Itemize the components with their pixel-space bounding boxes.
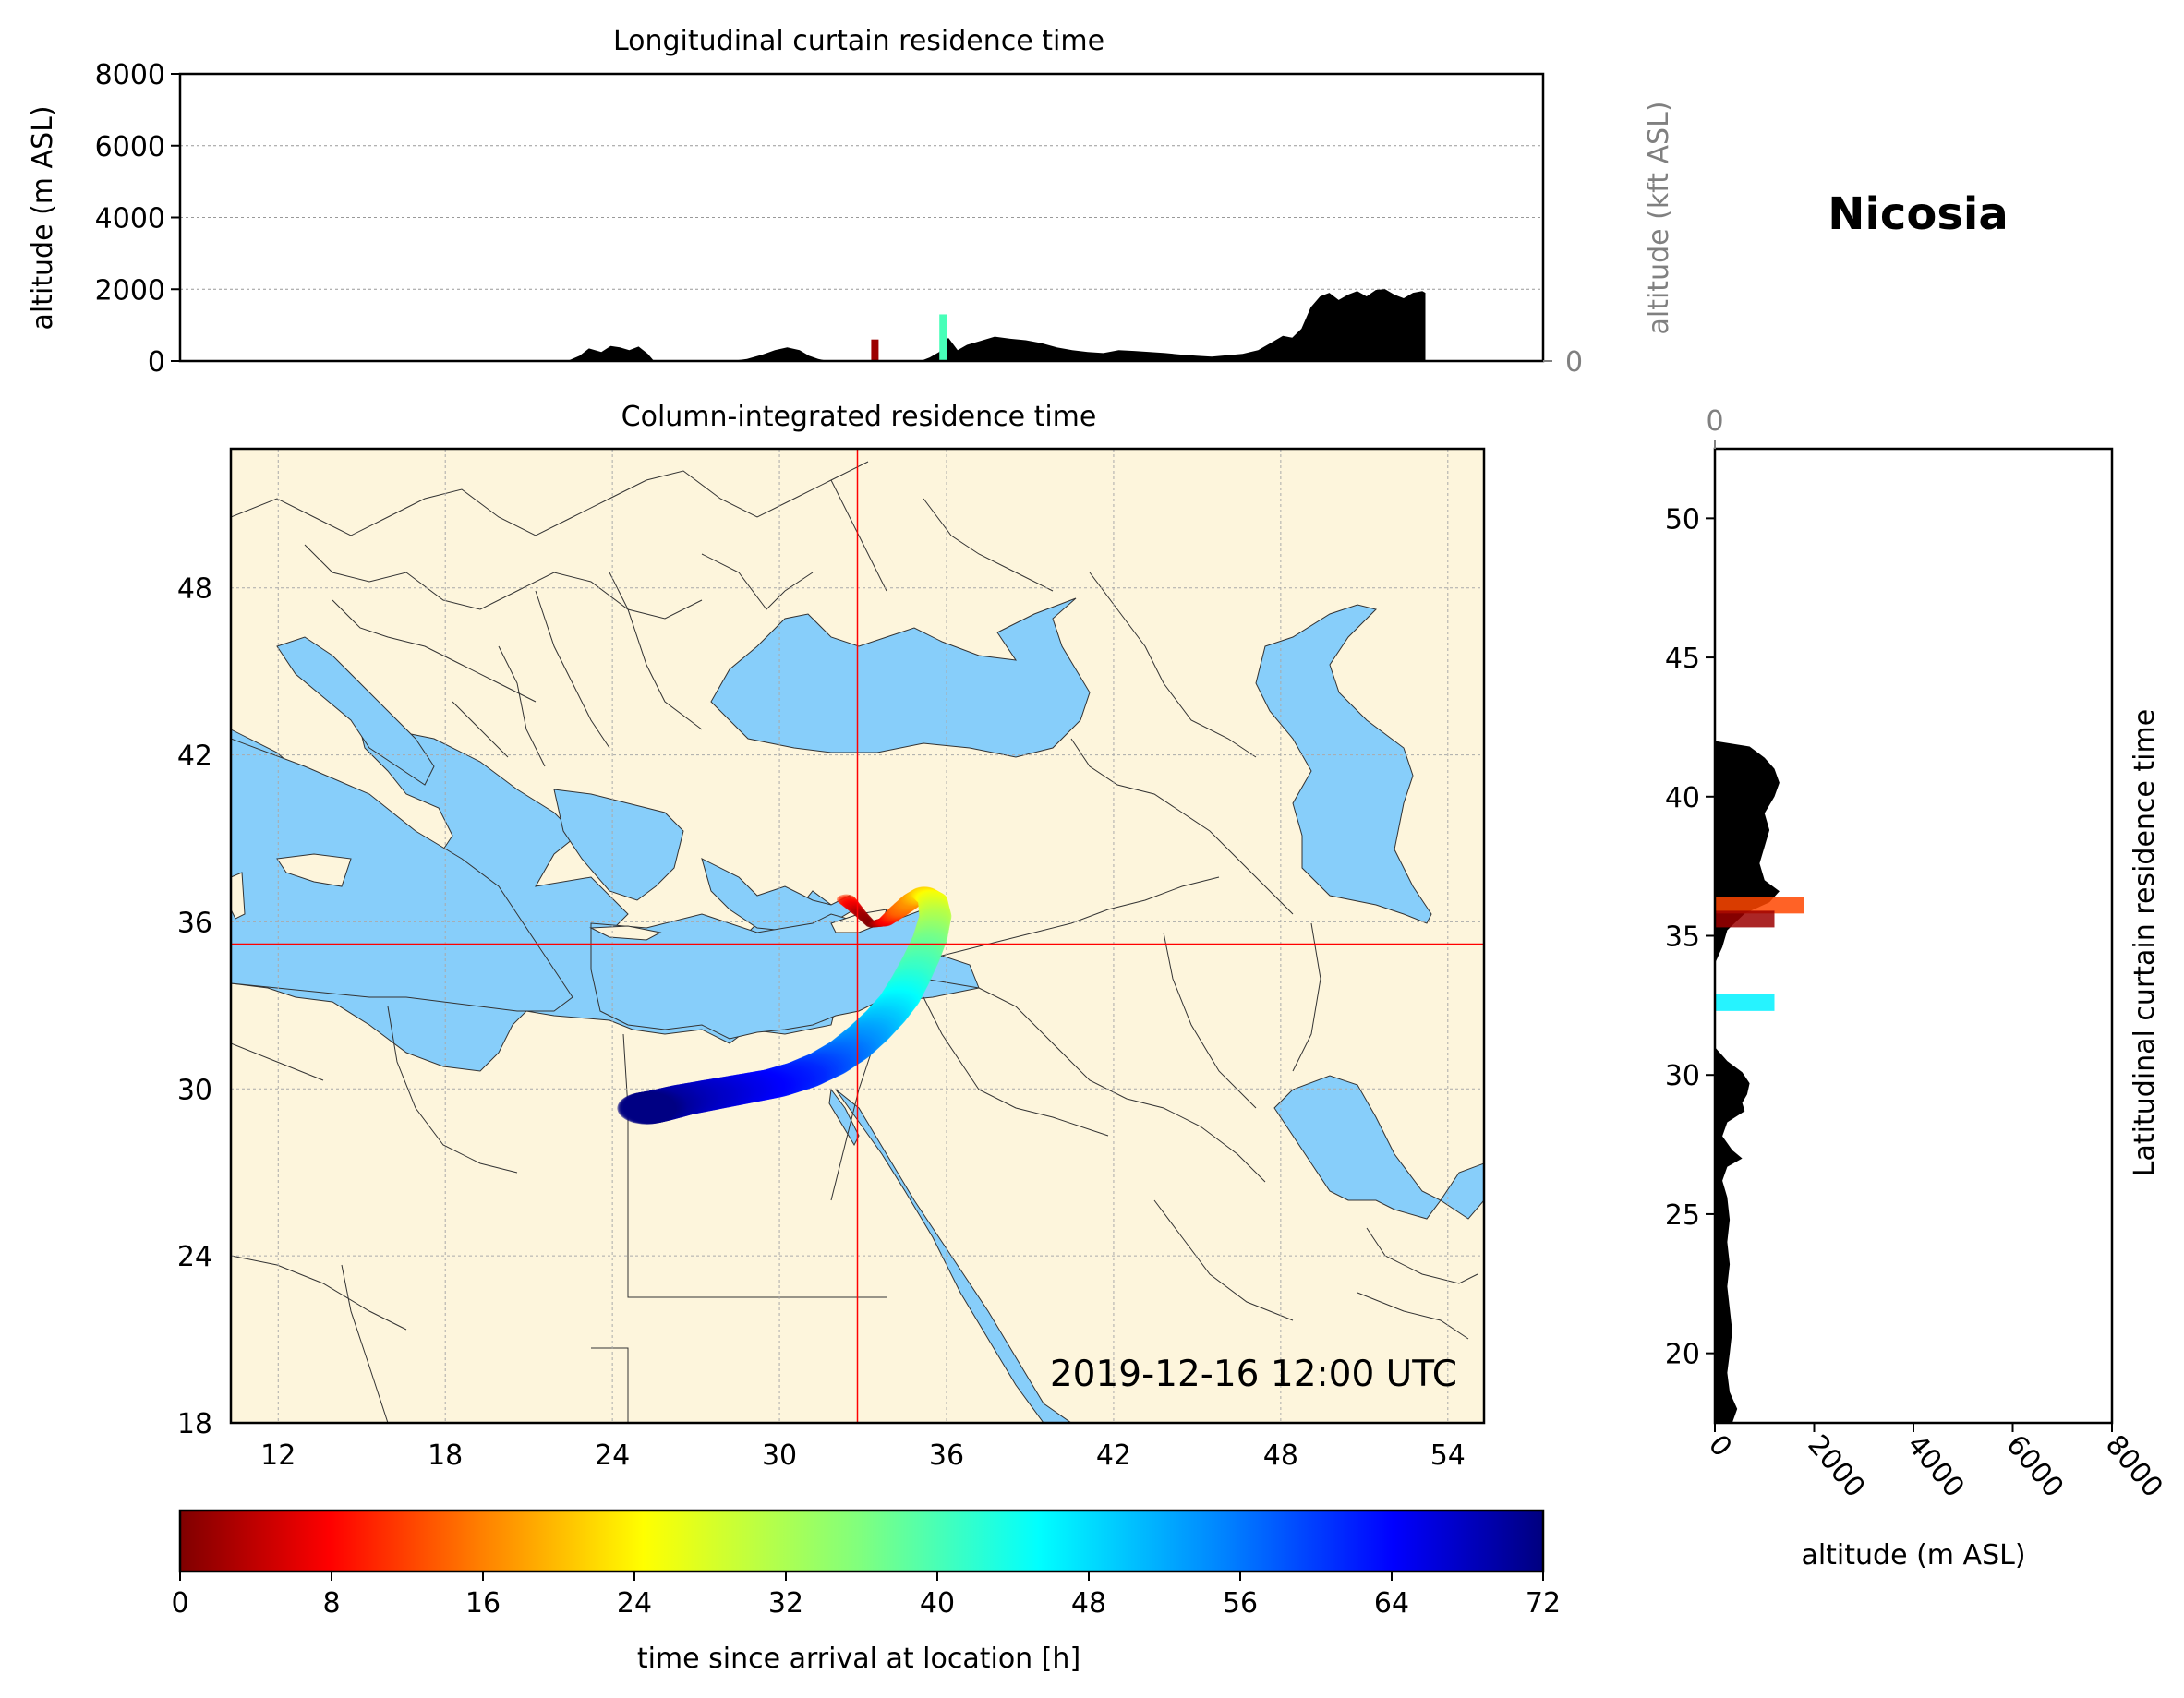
latitudinal-ytick-label: 45 [1665,643,1700,675]
latitudinal-ytick-label: 50 [1665,503,1700,536]
colorbar-tick-label: 64 [1374,1587,1409,1620]
map-xtick-label: 54 [1430,1439,1466,1472]
colorbar-tick-label: 72 [1526,1587,1561,1620]
latitudinal-xlabel: altitude (m ASL) [1801,1539,2025,1572]
longitudinal-ylabel-secondary: altitude (kft ASL) [1643,101,1675,334]
map-xtick-label: 42 [1096,1439,1131,1472]
colorbar-tick-label: 48 [1071,1587,1106,1620]
longitudinal-secondary-yticks: 050100 [1543,346,1583,379]
latitudinal-residence-mark [1715,994,1775,1011]
gulf-of-oman [1440,1162,1484,1220]
caspian-sea [1255,604,1432,924]
latitudinal-residence-marks [1715,897,1804,1011]
colorbar: 0 8 16 24 32 40 48 56 64 72 time since arrival at… [171,1509,1561,1675]
longitudinal-ytick-label: 2000 [95,274,165,307]
map-ytick-label: 42 [177,741,212,773]
sea-areas [231,597,1484,1423]
latitudinal-xtick-label: 6000 [1999,1429,2069,1504]
latitudinal-terrain-area [1715,449,1780,1423]
latitudinal-xtick-label: 4000 [1900,1429,1971,1504]
colorbar-tick-label: 16 [465,1587,501,1620]
longitudinal-ytick-label: 8000 [95,59,165,91]
map-ytick-label: 18 [177,1408,212,1440]
latitudinal-residence-mark [1715,910,1775,928]
map-yticks: 18 24 30 36 42 48 [177,573,212,1440]
latitudinal-terrain [1715,449,1780,1423]
station-title: Nicosia [1828,188,2008,240]
map-xtick-label: 36 [929,1439,964,1472]
latitudinal-xtick-label: 8000 [2099,1429,2169,1504]
adriatic-sea [276,636,435,786]
longitudinal-ylabel: altitude (m ASL) [27,105,59,330]
map-ytick-label: 24 [177,1241,212,1273]
longitudinal-ytick-label: 6000 [95,131,165,163]
station-crosshair [231,449,1484,1423]
colorbar-tick-label: 32 [768,1587,803,1620]
crete-island [589,925,662,941]
longitudinal-terrain [180,289,1426,361]
map-ytick-label: 36 [177,907,212,939]
latitudinal-xticks: 0 2000 4000 6000 8000 [1702,1423,2169,1504]
sicily-island [276,853,352,887]
colorbar-tick-label: 56 [1223,1587,1258,1620]
trajectory-point [617,1091,677,1125]
longitudinal-residence-mark [939,314,947,361]
map-xtick-label: 24 [595,1439,630,1472]
gulf-of-suez [828,1088,860,1147]
latitudinal-secondary-xticks: 050100 [1706,405,1724,449]
black-sea [710,597,1091,758]
map-ytick-label: 30 [177,1074,212,1106]
column-integrated-map-panel: Column-integrated residence time [177,401,1486,1472]
country-borders [231,461,1478,1423]
colorbar-label: time since arrival at location [h] [637,1643,1080,1675]
red-sea [835,1089,1072,1423]
latitudinal-ytick-label: 25 [1665,1199,1700,1232]
latitudinal-x2tick-label: 0 [1706,405,1723,438]
aegean-sea [553,789,684,901]
persian-gulf [1273,1075,1442,1220]
colorbar-tick-label: 40 [920,1587,955,1620]
latitudinal-plot-frame [1715,449,2112,1423]
longitudinal-ytick-label: 0 [148,346,165,379]
longitudinal-title: Longitudinal curtain residence time [613,25,1104,57]
latitudinal-ytick-label: 35 [1665,921,1700,954]
map-axes-border [229,447,1486,1425]
colorbar-tick-label: 24 [617,1587,652,1620]
sardinia-island [231,872,246,920]
latitudinal-xtick-label: 0 [1702,1429,1738,1463]
map-ytick-label: 48 [177,573,212,606]
latitudinal-yticks: 20 25 30 35 40 45 50 [1665,503,1715,1371]
latitudinal-ytick-label: 40 [1665,782,1700,814]
latitudinal-residence-mark [1715,897,1804,914]
tyrrhenian-ionian-sea [231,738,573,1012]
longitudinal-residence-marks [871,314,947,361]
longitudinal-y2tick-label: 0 [1565,346,1583,379]
colorbar-ticks: 0 8 16 24 32 40 48 56 64 72 [171,1572,1561,1620]
colorbar-tick-label: 0 [171,1587,188,1620]
longitudinal-curtain-panel: Longitudinal curtain residence time 0 200… [27,25,1675,379]
latitudinal-ytick-label: 30 [1665,1060,1700,1092]
colorbar-gradient [178,1509,1545,1573]
colorbar-tick-label: 8 [322,1587,340,1620]
trajectory-residence [617,886,952,1125]
longitudinal-yticks: 0 2000 4000 6000 8000 [95,59,180,379]
latitudinal-ytick-label: 20 [1665,1339,1700,1371]
map-xtick-label: 30 [762,1439,797,1472]
map-timestamp: 2019-12-16 12:00 UTC [1050,1354,1457,1395]
map-xtick-label: 18 [428,1439,463,1472]
map-xtick-label: 12 [260,1439,296,1472]
latitudinal-title: Latitudinal curtain residence time [2129,709,2161,1176]
longitudinal-terrain-area [180,289,1426,361]
map-title: Column-integrated residence time [621,401,1097,433]
longitudinal-residence-mark [871,339,879,361]
latitudinal-xtick-label: 2000 [1801,1429,1871,1504]
map-area: 2019-12-16 12:00 UTC [231,449,1484,1423]
map-xtick-label: 48 [1263,1439,1298,1472]
map-xticks: 12 18 24 30 36 42 48 54 [260,1439,1466,1472]
longitudinal-ytick-label: 4000 [95,203,165,235]
